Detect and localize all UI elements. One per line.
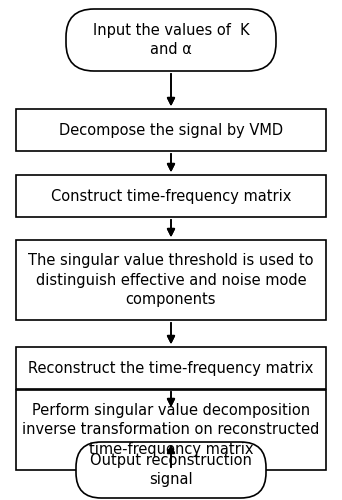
FancyBboxPatch shape: [66, 9, 276, 71]
FancyBboxPatch shape: [16, 390, 326, 470]
FancyBboxPatch shape: [16, 109, 326, 151]
FancyBboxPatch shape: [16, 240, 326, 320]
Text: The singular value threshold is used to
distinguish effective and noise mode
com: The singular value threshold is used to …: [28, 252, 314, 308]
FancyBboxPatch shape: [76, 442, 266, 498]
FancyBboxPatch shape: [16, 347, 326, 389]
Text: Construct time-frequency matrix: Construct time-frequency matrix: [51, 188, 291, 204]
Text: Perform singular value decomposition
inverse transformation on reconstructed
tim: Perform singular value decomposition inv…: [22, 402, 320, 458]
FancyBboxPatch shape: [16, 175, 326, 217]
Text: Reconstruct the time-frequency matrix: Reconstruct the time-frequency matrix: [28, 360, 314, 376]
Text: Output reconstruction
signal: Output reconstruction signal: [90, 452, 252, 488]
Text: Input the values of  K
and α: Input the values of K and α: [93, 22, 249, 58]
Text: Decompose the signal by VMD: Decompose the signal by VMD: [59, 122, 283, 138]
